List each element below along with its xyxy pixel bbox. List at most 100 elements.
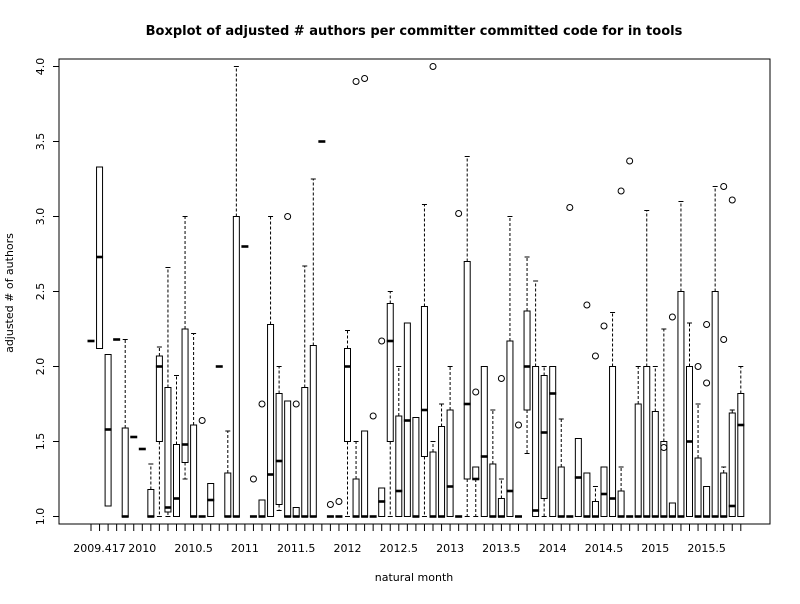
outlier-point	[472, 388, 480, 396]
x-tick-label: 2014	[539, 542, 567, 555]
outlier-point	[258, 400, 266, 408]
box-46	[480, 366, 488, 517]
outlier-point	[429, 63, 437, 70]
box-36	[395, 366, 403, 517]
box-50	[515, 421, 522, 518]
box-11	[181, 216, 189, 480]
box-body	[446, 409, 454, 517]
box-body	[232, 216, 240, 517]
box-26	[309, 178, 317, 518]
box-55	[557, 418, 565, 518]
y-tick-label: 4.0	[34, 58, 47, 76]
box-body	[540, 375, 548, 499]
box-76	[737, 366, 745, 517]
y-tick-label: 2.5	[34, 283, 47, 301]
box-body	[181, 328, 189, 463]
box-body	[438, 426, 446, 517]
box-63	[626, 157, 634, 518]
box-body	[497, 498, 505, 517]
x-tick-label: 2012	[334, 542, 362, 555]
box-69	[677, 201, 685, 518]
x-tick-label: 2010	[128, 542, 156, 555]
x-tick-label: 2012.5	[380, 542, 419, 555]
box-68	[668, 313, 676, 518]
x-tick-label: 2014.5	[585, 542, 624, 555]
outlier-point	[455, 210, 463, 217]
box-body	[155, 355, 163, 442]
box-body	[583, 472, 591, 517]
chart-title: Boxplot of adjusted # authors per commit…	[146, 24, 683, 39]
box-66	[651, 366, 659, 518]
box-73	[711, 186, 719, 518]
box-21	[267, 216, 275, 517]
box-24	[292, 400, 300, 518]
box-body	[292, 507, 300, 517]
box-22	[275, 366, 283, 511]
outlier-point	[660, 444, 668, 451]
outlier-point	[583, 301, 591, 309]
box-61	[609, 312, 617, 517]
box-body	[694, 457, 702, 517]
box-30	[344, 330, 351, 517]
box-body	[284, 400, 292, 517]
box-74	[720, 183, 728, 518]
box-70	[686, 322, 693, 517]
box-body	[352, 478, 360, 517]
box-56	[566, 204, 574, 518]
box-19	[249, 475, 257, 518]
box-16	[224, 430, 232, 518]
box-body	[164, 387, 172, 513]
outlier-point	[617, 187, 625, 195]
box-4	[121, 339, 129, 518]
box-58	[583, 301, 591, 518]
outlier-point	[198, 417, 206, 424]
box-body	[267, 324, 275, 517]
box-75	[728, 196, 736, 517]
box-47	[489, 409, 497, 518]
box-35	[386, 291, 394, 517]
box-body	[344, 348, 351, 442]
outlier-point	[694, 363, 702, 370]
outlier-point	[728, 196, 736, 204]
box-59	[591, 352, 599, 518]
outlier-point	[326, 501, 334, 508]
y-tick-label: 1.0	[34, 508, 47, 526]
x-axis: 2009.417 2010 2010.5 2011 2011.5 2012 2012.5 20…	[73, 524, 742, 555]
box-38	[412, 417, 420, 518]
x-tick-label: 2011.5	[277, 542, 316, 555]
box-body	[224, 472, 232, 517]
box-body	[190, 424, 198, 517]
box-71	[694, 363, 702, 518]
box-41	[438, 403, 446, 518]
x-tick-label: 2010.5	[174, 542, 213, 555]
box-body	[301, 387, 309, 517]
x-tick-label: 2015.5	[687, 542, 726, 555]
y-tick-label: 1.5	[34, 433, 47, 451]
box-body	[549, 366, 557, 517]
box-body	[728, 412, 736, 517]
x-tick-label: 2013.5	[482, 542, 521, 555]
box-29	[335, 498, 343, 518]
box-49	[506, 216, 514, 517]
box-43	[455, 210, 463, 518]
box-40	[429, 63, 437, 518]
outlier-point	[284, 213, 292, 220]
box-body	[489, 463, 497, 517]
box-body	[532, 366, 540, 517]
box-28	[326, 501, 334, 518]
box-13	[198, 417, 206, 518]
box-54	[549, 366, 557, 517]
outlier-point	[600, 322, 608, 330]
box-body	[472, 466, 480, 480]
box-14	[207, 483, 215, 517]
x-tick-label: 2015	[641, 542, 669, 555]
box-44	[463, 156, 471, 517]
box-body	[121, 427, 129, 517]
box-23	[284, 213, 292, 518]
box-body	[703, 486, 711, 517]
box-51	[523, 256, 531, 454]
box-body	[651, 411, 659, 517]
box-57	[574, 438, 582, 517]
box-body	[420, 306, 428, 457]
